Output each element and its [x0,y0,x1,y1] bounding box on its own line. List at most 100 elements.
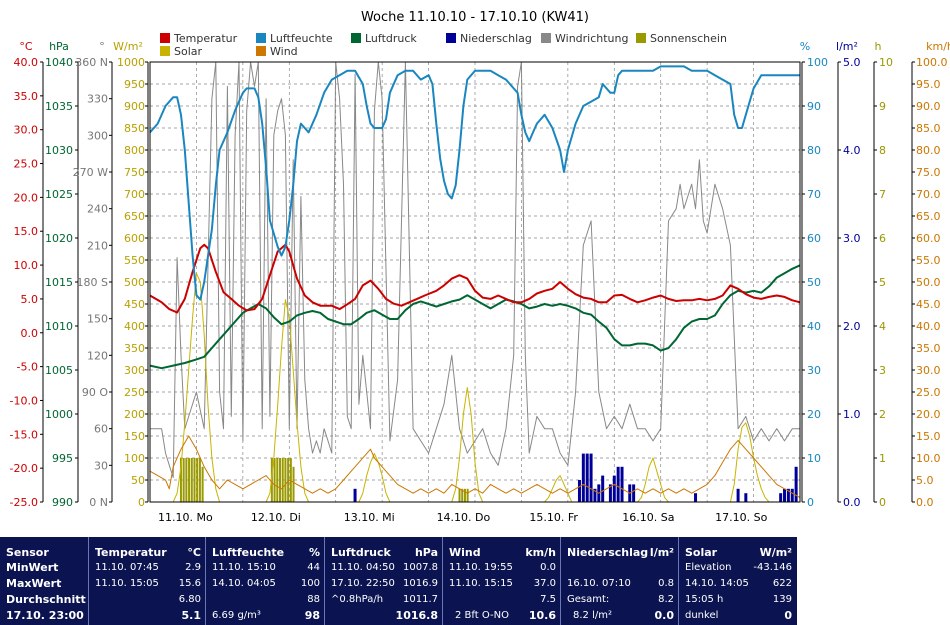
tick-label-sunshine: 7 [879,188,886,201]
weather-chart: Woche 11.10.10 - 17.10.10 (KW41) Tempera… [10,10,950,524]
tick-label-wind: 30.0 [916,364,941,377]
series-line-humidity [149,65,800,301]
tick-label-wind: 85.0 [916,122,941,135]
legend-swatch-sunshine [636,33,646,43]
legend-swatch-pressure [351,33,361,43]
tick-label-winddir: 120 [87,349,108,362]
tick-label-solar: 450 [124,298,145,311]
tick-label-humidity: 100 [807,56,828,69]
legend: Temperatur Luftfeuchte Luftdruck Niederschl… [160,32,727,58]
tick-label-humidity: 70 [807,188,821,201]
tick-label-sunshine: 2 [879,408,886,421]
legend-label-winddir: Windrichtung [555,32,628,45]
tick-label-wind: 95.0 [916,78,941,91]
sensor-max-label: MaxWert [6,577,62,590]
sunshine-bar [466,488,469,502]
temp-max-value: 15.6 [178,578,201,589]
tick-label-wind: 65.0 [916,210,941,223]
stats-humidity: Luftfeuchte% 11.10. 15:10 44 14.10. 04:05… [205,537,324,625]
x-tick-label: 16.10. Sa [622,511,674,524]
sunshine-bar [279,458,281,502]
press-min-time: 11.10. 04:50 [331,562,395,573]
tick-label-sunshine: 8 [879,144,886,157]
solar-max-time: 14.10. 14:05 [685,578,749,589]
sunshine-bar [281,458,284,502]
tick-label-solar: 350 [124,342,145,355]
wind-min-time: 11.10. 19:55 [449,562,513,573]
tick-label-humidity: 20 [807,408,821,421]
temp-avg: 6.80 [178,594,201,605]
axis-unit-pressure: hPa [49,40,69,53]
legend-swatch-solar [160,46,170,56]
tick-label-wind: 35.0 [916,342,941,355]
precip-bar [744,493,748,502]
tick-label-temperature: 15.0 [14,225,39,238]
chart-title: Woche 11.10.10 - 17.10.10 (KW41) [361,10,589,25]
sunshine-bar [284,458,287,502]
temp-min-time: 11.10. 07:45 [95,562,159,573]
tick-label-wind: 55.0 [916,254,941,267]
precip-bar [581,453,585,502]
tick-label-wind: 50.0 [916,276,941,289]
axis-units: °C hPa ° W/m²% l/m² h km/h [19,40,950,53]
tick-label-temperature: -5.0 [17,361,38,374]
tick-label-pressure: 995 [52,452,73,465]
stats-panel: Sensor MinWert MaxWert Durchschnitt 17.1… [0,537,797,625]
x-tick-label: 17.10. So [715,511,767,524]
solar-dark-label: dunkel [685,610,719,621]
tick-label-temperature: 35.0 [14,90,39,103]
tick-label-sunshine: 5 [879,276,886,289]
tick-label-winddir: 180 S [77,276,108,289]
stats-solar: Solar W/m² Elevation -43.146 14.10. 14:05 6… [678,537,796,625]
solar-elev: -43.146 [753,562,792,573]
sunshine-bar [292,466,295,502]
tick-label-temperature: 5.0 [21,293,39,306]
tick-label-winddir: 0 N [89,496,108,509]
tick-label-pressure: 1040 [45,56,73,69]
sensor-time: 17.10. 23:00 [6,609,84,622]
tick-label-solar: 150 [124,430,145,443]
tick-label-pressure: 1020 [45,232,73,245]
tick-label-temperature: 20.0 [14,191,39,204]
hum-max-time: 14.10. 04:05 [212,578,276,589]
wind-min-value: 0.0 [540,562,556,573]
wind-current: 10.6 [528,609,556,622]
precip-bar [620,466,624,502]
x-axis-labels: 11.10. Mo 12.10. Di 13.10. Mi 14.10. Do 15.1… [158,511,768,524]
press-unit: hPa [414,546,438,559]
precip-bar [353,488,357,502]
tick-label-temperature: -20.0 [10,462,38,475]
tick-label-wind: 20.0 [916,408,941,421]
tick-label-humidity: 60 [807,232,821,245]
precip-header: Niederschlag [567,546,649,559]
tick-label-winddir: 300 [87,129,108,142]
tick-label-wind: 90.0 [916,100,941,113]
series-line-wind [149,435,801,499]
sunshine-bar [276,458,279,502]
tick-label-temperature: -15.0 [10,428,38,441]
tick-label-solar: 600 [124,232,145,245]
tick-label-sunshine: 10 [879,56,893,69]
tick-label-winddir: 360 N [75,56,108,69]
tick-label-winddir: 30 [94,459,108,472]
tick-label-winddir: 150 [87,313,108,326]
x-tick-label: 15.10. Fr [529,511,578,524]
tick-label-solar: 800 [124,144,145,157]
tick-label-humidity: 80 [807,144,821,157]
tick-label-precip: 0.0 [843,496,861,509]
sunshine-bar [458,488,461,502]
tick-label-solar: 550 [124,254,145,267]
tick-label-wind: 5.0 [916,474,934,487]
tick-label-precip: 3.0 [843,232,861,245]
axis-unit-humidity: % [800,40,810,53]
sunshine-bar [196,458,199,502]
sunshine-bar [190,458,193,502]
tick-label-solar: 650 [124,210,145,223]
legend-swatch-humidity [256,33,266,43]
tick-label-pressure: 990 [52,496,73,509]
wind-header: Wind [449,546,481,559]
sunshine-bar [270,458,273,502]
precip-bar [616,466,620,502]
tick-label-precip: 1.0 [843,408,861,421]
sensor-avg-label: Durchschnitt [6,593,86,606]
